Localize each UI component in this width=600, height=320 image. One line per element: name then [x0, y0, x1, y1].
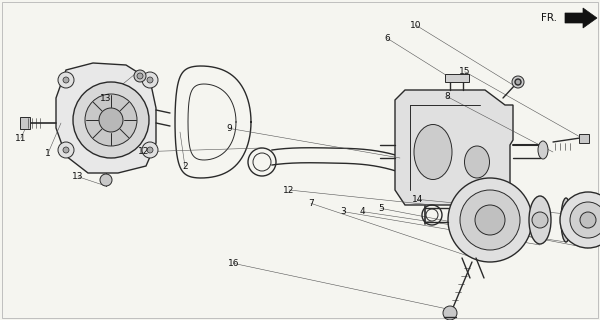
Ellipse shape	[561, 198, 571, 242]
Text: FR.: FR.	[541, 13, 557, 23]
Text: 7: 7	[308, 199, 314, 208]
Circle shape	[58, 142, 74, 158]
Circle shape	[532, 212, 548, 228]
Circle shape	[85, 94, 137, 146]
Circle shape	[142, 72, 158, 88]
Ellipse shape	[529, 196, 551, 244]
Circle shape	[512, 76, 524, 88]
Text: 6: 6	[385, 34, 390, 43]
Bar	[445, 74, 469, 82]
Text: 4: 4	[360, 207, 365, 216]
Circle shape	[63, 77, 69, 83]
Ellipse shape	[414, 124, 452, 180]
Text: 9: 9	[226, 124, 232, 133]
Circle shape	[147, 147, 153, 153]
Circle shape	[137, 73, 143, 79]
Circle shape	[142, 142, 158, 158]
Circle shape	[99, 108, 123, 132]
Text: 16: 16	[228, 259, 239, 268]
Ellipse shape	[464, 146, 490, 178]
Circle shape	[460, 190, 520, 250]
Circle shape	[448, 178, 532, 262]
Bar	[20, 117, 30, 129]
Text: 13: 13	[100, 94, 111, 103]
Text: 12: 12	[283, 186, 295, 195]
Text: 3: 3	[341, 207, 347, 216]
Text: 5: 5	[378, 204, 383, 213]
Circle shape	[580, 212, 596, 228]
Polygon shape	[395, 90, 513, 205]
Ellipse shape	[538, 141, 548, 159]
Circle shape	[515, 79, 521, 85]
Polygon shape	[565, 8, 597, 28]
Circle shape	[475, 205, 505, 235]
Text: 14: 14	[412, 195, 423, 204]
Text: 13: 13	[72, 172, 84, 181]
Circle shape	[147, 77, 153, 83]
Bar	[579, 134, 589, 143]
Text: 15: 15	[459, 67, 470, 76]
Text: 2: 2	[182, 162, 188, 171]
Circle shape	[58, 72, 74, 88]
Circle shape	[134, 70, 146, 82]
Circle shape	[63, 147, 69, 153]
Circle shape	[73, 82, 149, 158]
Text: 10: 10	[410, 20, 421, 29]
Text: 1: 1	[45, 149, 51, 158]
Text: 8: 8	[445, 92, 450, 101]
Text: 12: 12	[138, 147, 149, 156]
Text: 11: 11	[15, 134, 26, 143]
Circle shape	[443, 306, 457, 320]
Circle shape	[560, 192, 600, 248]
Circle shape	[100, 174, 112, 186]
Polygon shape	[56, 63, 156, 173]
Circle shape	[570, 202, 600, 238]
